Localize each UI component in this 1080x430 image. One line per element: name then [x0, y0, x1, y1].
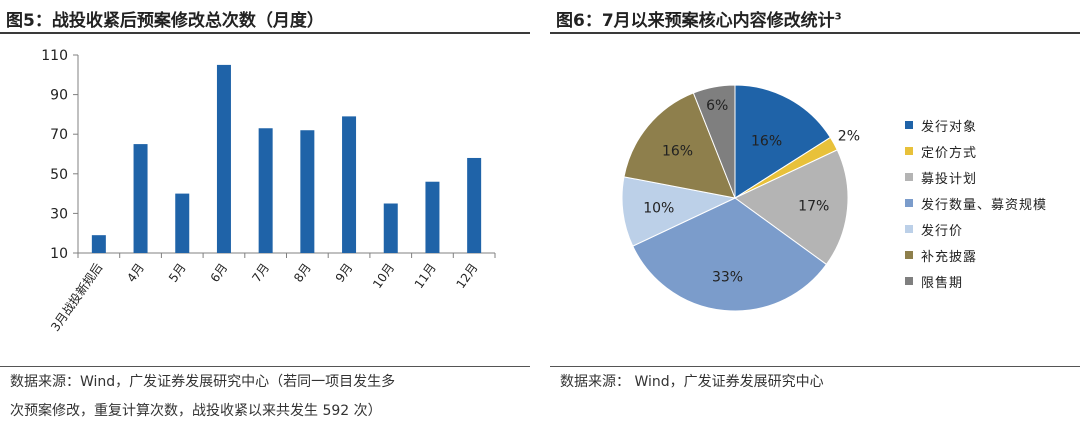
- legend-label: 补充披露: [921, 249, 978, 265]
- legend-swatch: [905, 173, 913, 181]
- legend-label: 募投计划: [921, 171, 978, 187]
- legend-item: 发行价: [905, 216, 1047, 242]
- pie-slice: [621, 176, 737, 247]
- source-line: 数据来源： Wind，广发证券发展研究中心: [560, 374, 824, 390]
- y-tick-label: 110: [41, 48, 68, 64]
- pie-slice-label: 6%: [706, 98, 728, 114]
- legend-label: 发行数量、募资规模: [921, 197, 1048, 213]
- y-tick-label: 30: [50, 206, 68, 222]
- source-rule: [550, 366, 1080, 367]
- title-rule: [0, 32, 530, 34]
- x-tick-label: 7月: [249, 261, 272, 285]
- legend-label: 发行价: [921, 223, 964, 239]
- pie-legend: 发行对象定价方式募投计划发行数量、募资规模 发行价补充披露限售期: [905, 112, 1047, 294]
- source-line-2: 次预案修改，重复计算次数，战投收紧以来共发生 592 次）: [10, 403, 382, 419]
- x-tick-label: 10月: [370, 261, 397, 291]
- pie-slice: [632, 197, 828, 312]
- pie-slice-label: 16%: [662, 143, 693, 159]
- bar: [383, 203, 398, 253]
- bar: [175, 193, 190, 253]
- pie-chart: 16% 2% 17% 33% 10% 16% 6%: [621, 84, 860, 312]
- figure-6-title-footnote: 3: [834, 11, 842, 23]
- x-tick-label: 5月: [166, 261, 189, 285]
- bar: [467, 157, 482, 253]
- pie-slice: [692, 84, 736, 199]
- pie-slice: [623, 92, 736, 199]
- bar: [300, 130, 315, 253]
- legend-swatch: [905, 199, 913, 207]
- bar: [342, 116, 357, 253]
- pie-slice-label: 33%: [712, 270, 743, 286]
- figure-5-panel: 图5：战投收紧后预案修改总次数（月度） 10 30 50 70 90 110 3月战投新规后…: [0, 0, 530, 430]
- pie-slice-label: 2%: [838, 128, 860, 144]
- x-tick-label: 8月: [291, 261, 314, 285]
- x-tick-label: 4月: [124, 261, 147, 285]
- x-tick-label: 3月战投新规后: [47, 260, 105, 334]
- x-tick-label: 12月: [453, 261, 480, 291]
- pie-slice-label: 16%: [751, 134, 782, 150]
- legend-swatch: [905, 251, 913, 259]
- figure-6-title-text: 图6：7月以来预案核心内容修改统计: [556, 11, 835, 31]
- legend-swatch: [905, 121, 913, 129]
- legend-swatch: [905, 225, 913, 233]
- y-tick-label: 50: [50, 167, 68, 183]
- bar: [258, 128, 273, 253]
- legend-item: 发行对象: [905, 112, 1047, 138]
- bar: [133, 144, 148, 253]
- legend-swatch: [905, 277, 913, 285]
- legend-item: 募投计划: [905, 164, 1047, 190]
- y-tick-label: 10: [50, 246, 68, 262]
- source-rule: [0, 366, 530, 367]
- pie-slice-label: 17%: [798, 198, 829, 214]
- legend-item: 发行数量、募资规模: [905, 190, 1047, 216]
- figure-5-title: 图5：战投收紧后预案修改总次数（月度）: [6, 11, 324, 31]
- legend-label: 发行对象: [921, 119, 978, 135]
- title-rule: [550, 32, 1080, 34]
- x-tick-label: 9月: [333, 261, 356, 285]
- source-line-1: 数据来源：Wind，广发证券发展研究中心（若同一项目发生多: [10, 374, 396, 390]
- y-tick-label: 90: [50, 88, 68, 104]
- bar: [425, 181, 440, 253]
- x-tick-label: 11月: [412, 261, 439, 291]
- bar: [216, 64, 231, 254]
- y-tick-label: 70: [50, 127, 68, 143]
- legend-swatch: [905, 147, 913, 155]
- pie-slice: [734, 84, 832, 199]
- legend-item: 补充披露: [905, 242, 1047, 268]
- legend-label: 限售期: [921, 275, 964, 291]
- figure-6-panel: 图6：7月以来预案核心内容修改统计3 16% 2% 17% 33% 10% 16% 6% 发…: [550, 0, 1080, 430]
- legend-item: 定价方式: [905, 138, 1047, 164]
- x-tick-label: 6月: [208, 261, 231, 285]
- bar-chart: 10 30 50 70 90 110 3月战投新规后 4月 5月 6月 7月 8月 9月 10月 11月 12…: [41, 48, 496, 334]
- pie-slice-label: 10%: [643, 201, 674, 217]
- legend-item: 限售期: [905, 268, 1047, 294]
- legend-label: 定价方式: [921, 145, 978, 161]
- pie-slice: [734, 149, 849, 266]
- bar: [91, 235, 106, 253]
- figure-6-title: 图6：7月以来预案核心内容修改统计3: [556, 6, 842, 31]
